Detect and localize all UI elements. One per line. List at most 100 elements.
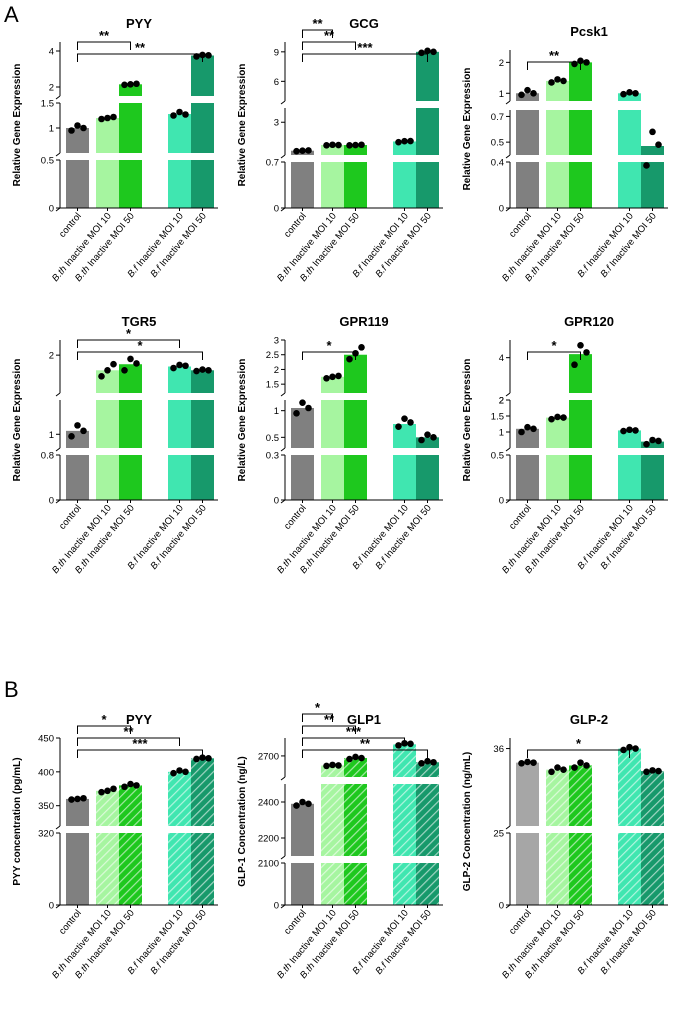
bar-hatch: [641, 833, 664, 905]
y-tick-label: 2: [499, 396, 504, 407]
x-category-label: control: [507, 908, 534, 937]
chart-title: Pcsk1: [570, 24, 608, 39]
significance-label: **: [99, 28, 110, 43]
chart-title: PYY: [126, 16, 152, 31]
data-point: [649, 767, 656, 774]
data-point: [430, 48, 437, 56]
chart-a-tgr5: TGR5 Relative Gene Expression 0 0.8 1 2 contro…: [12, 314, 218, 576]
data-point: [583, 762, 590, 769]
bar-hatch: [191, 833, 214, 905]
bar-0: [291, 798, 314, 905]
data-point: [193, 53, 200, 60]
data-point: [530, 425, 537, 433]
y-tick-label: 1.5: [491, 412, 504, 423]
y-tick-label: 2100: [258, 859, 279, 870]
bar-1: [546, 413, 569, 500]
bar-segment: [168, 160, 191, 208]
y-tick-label: 1.5: [41, 99, 54, 110]
data-point: [299, 798, 306, 806]
significance-label: **: [324, 712, 335, 727]
y-tick-label: 2: [49, 351, 54, 362]
bar-segment: [546, 162, 569, 208]
data-point: [401, 137, 408, 145]
data-point: [424, 431, 431, 438]
data-point: [649, 436, 656, 444]
chart-title: TGR5: [122, 314, 157, 329]
data-point: [530, 759, 537, 766]
x-category-label: control: [57, 211, 84, 240]
bar-2: [119, 780, 142, 905]
chart-title: GLP-2: [570, 712, 608, 727]
significance-bracket: [77, 339, 180, 348]
y-tick-label: 3: [274, 336, 279, 347]
bar-hatch: [416, 784, 439, 856]
data-point: [346, 755, 353, 763]
bar-segment: [618, 430, 641, 448]
axis-break-mark: [55, 152, 61, 157]
y-tick-label: 2700: [258, 751, 279, 762]
bar-3: [393, 137, 416, 208]
y-tick-label: 0.7: [491, 112, 504, 123]
bar-hatch: [344, 784, 367, 856]
bar-hatch: [191, 758, 214, 826]
data-point: [655, 141, 662, 149]
bar-segment: [291, 803, 314, 856]
bar-segment: [96, 370, 119, 393]
significance-bracket: [302, 725, 356, 734]
axis-break-mark: [55, 447, 61, 452]
data-point: [98, 788, 105, 796]
bar-segment: [168, 455, 191, 500]
bar-segment: [393, 455, 416, 500]
bar-segment: [618, 93, 641, 101]
data-point: [293, 147, 300, 155]
significance-label: ***: [132, 736, 148, 751]
data-point: [133, 782, 140, 789]
data-point: [170, 769, 177, 777]
data-point: [104, 114, 111, 122]
bar-segment: [344, 354, 367, 393]
bar-segment: [569, 400, 592, 448]
data-point: [335, 372, 342, 380]
y-tick-label: 320: [38, 829, 54, 840]
bar-segment: [641, 455, 664, 500]
bar-2: [569, 759, 592, 905]
bar-hatch: [344, 863, 367, 905]
y-tick-label: 4: [49, 47, 54, 58]
bar-hatch: [321, 863, 344, 905]
y-axis-label: Relative Gene Expression: [12, 359, 23, 482]
data-point: [530, 89, 537, 97]
data-point: [518, 428, 525, 436]
bar-segment: [641, 146, 664, 155]
data-point: [121, 366, 128, 374]
bar-4: [641, 436, 664, 500]
bar-segment: [191, 160, 214, 208]
bar-segment: [569, 162, 592, 208]
bar-segment: [569, 455, 592, 500]
bar-segment: [119, 160, 142, 208]
y-tick-label: 0.5: [491, 138, 504, 149]
y-tick-label: 0.5: [491, 451, 504, 462]
bar-segment: [66, 833, 89, 905]
y-tick-label: 1: [499, 89, 504, 100]
bar-3: [168, 767, 191, 905]
x-category-label: control: [282, 211, 309, 240]
data-point: [554, 764, 561, 771]
bar-4: [416, 757, 439, 905]
y-axis-label: GLP-2 Concentration (ng/mL): [462, 752, 473, 891]
data-point: [424, 47, 431, 55]
data-point: [649, 128, 656, 136]
data-point: [548, 79, 555, 86]
significance-label: *: [315, 700, 321, 715]
bar-segment: [168, 114, 191, 153]
bar-segment: [344, 162, 367, 208]
data-point: [68, 127, 75, 134]
significance-label: **: [360, 736, 371, 751]
y-tick-label: 0: [49, 496, 54, 507]
data-point: [418, 49, 425, 57]
data-point: [626, 426, 633, 434]
data-point: [395, 138, 402, 146]
bar-hatch: [119, 833, 142, 905]
y-tick-label: 0: [274, 901, 279, 912]
data-point: [583, 349, 590, 356]
bar-0: [291, 147, 314, 208]
